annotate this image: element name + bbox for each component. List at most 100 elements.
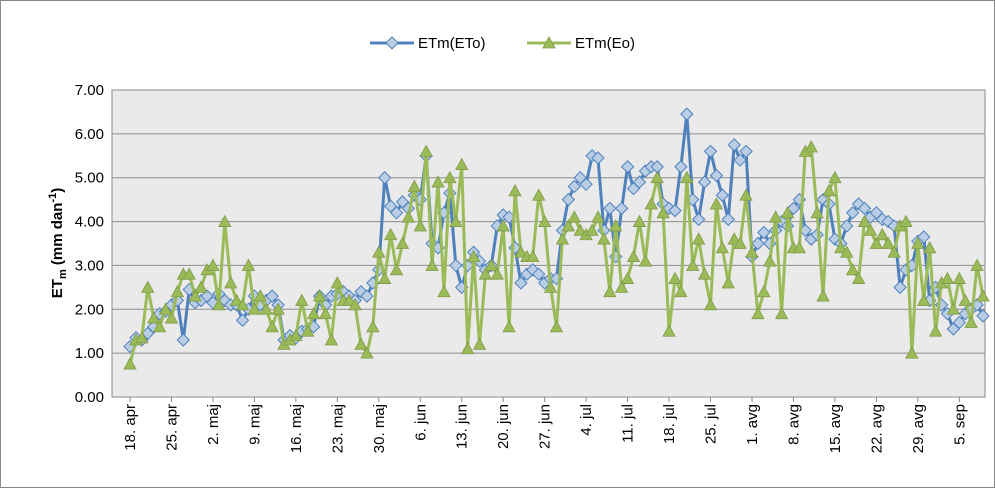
data-point [715, 188, 730, 202]
data-point [395, 236, 410, 249]
data-point [460, 341, 475, 355]
data-point [727, 138, 741, 152]
data-point [271, 302, 285, 315]
data-point [810, 205, 824, 219]
data-point [508, 184, 522, 197]
data-point [668, 203, 682, 218]
data-point [751, 306, 765, 320]
data-point [614, 201, 629, 216]
data-point [745, 245, 759, 258]
data-point [804, 140, 818, 153]
data-point [739, 188, 753, 201]
x-tick-label: 15. avg [827, 404, 844, 453]
data-point [697, 175, 712, 189]
x-tick-label: 20. jun [495, 404, 512, 449]
data-point [810, 228, 824, 242]
data-point [152, 319, 167, 333]
data-point [443, 170, 457, 184]
data-point [342, 293, 356, 306]
y-tick-label: 0.00 [75, 389, 104, 406]
data-point [472, 337, 487, 350]
data-point [141, 280, 155, 293]
data-point [176, 333, 191, 347]
data-point [591, 151, 605, 165]
data-point [751, 236, 765, 251]
data-point [383, 227, 398, 241]
data-point [555, 232, 570, 245]
data-point [259, 302, 273, 315]
x-tick-label: 1. avg [744, 404, 761, 445]
data-point [413, 219, 427, 232]
data-point [923, 241, 937, 254]
data-point [709, 168, 724, 183]
data-point [401, 210, 416, 223]
data-point [218, 214, 232, 227]
data-point [976, 309, 990, 323]
data-point [164, 311, 179, 324]
data-point [893, 280, 907, 295]
data-point [235, 313, 250, 327]
data-point [253, 289, 267, 302]
data-point [366, 319, 380, 333]
data-point [194, 280, 208, 293]
data-point [840, 245, 854, 258]
data-point [537, 214, 552, 227]
y-label-unit: (mm dan [49, 203, 66, 270]
data-point [526, 263, 540, 277]
data-point [449, 258, 463, 273]
x-tick-label: 30. maj [371, 404, 388, 453]
data-point [644, 197, 658, 210]
x-tick-label: 18. apr [122, 404, 139, 451]
x-tick-label: 13. jun [454, 404, 471, 449]
x-tick-label: 8. avg [785, 404, 802, 445]
data-point [816, 289, 830, 302]
data-point [378, 271, 392, 284]
data-point [496, 219, 510, 232]
data-point [425, 258, 439, 271]
data-point [638, 254, 653, 267]
data-point [549, 319, 564, 333]
data-point [330, 276, 344, 289]
data-point [591, 210, 605, 223]
data-point [905, 346, 919, 359]
data-point [964, 315, 978, 328]
y-tick-label: 4.00 [75, 214, 104, 231]
data-point [757, 225, 771, 240]
data-point [709, 197, 724, 210]
data-point [774, 306, 789, 320]
data-point [354, 337, 368, 350]
data-point [324, 333, 339, 346]
x-tick-label: 2. maj [205, 404, 222, 445]
data-point [674, 284, 688, 298]
data-point [822, 184, 836, 197]
data-point [514, 276, 528, 290]
data-point [312, 289, 327, 302]
data-point [449, 214, 463, 227]
data-point [389, 262, 404, 276]
legend-label: ETm(ETo) [418, 35, 486, 52]
data-point [466, 249, 481, 263]
data-point [946, 302, 961, 315]
y-tick-label: 2.00 [75, 301, 104, 318]
data-point [626, 249, 641, 263]
data-point [543, 280, 558, 293]
data-point [289, 328, 303, 341]
data-point [881, 236, 895, 249]
data-point [579, 177, 593, 192]
data-point [241, 258, 256, 271]
data-point [247, 302, 262, 315]
data-point [952, 271, 966, 284]
data-point [715, 241, 730, 254]
data-point [389, 206, 404, 220]
data-point [650, 170, 664, 184]
data-point [526, 249, 540, 263]
data-point [727, 232, 741, 245]
data-point [235, 298, 250, 311]
y-axis-label: ETm (mm dan-1) [47, 188, 69, 298]
data-point [490, 267, 504, 280]
data-point [721, 276, 735, 289]
data-point [158, 302, 173, 315]
data-point [478, 267, 493, 280]
data-point [561, 192, 576, 207]
data-point [691, 212, 706, 227]
